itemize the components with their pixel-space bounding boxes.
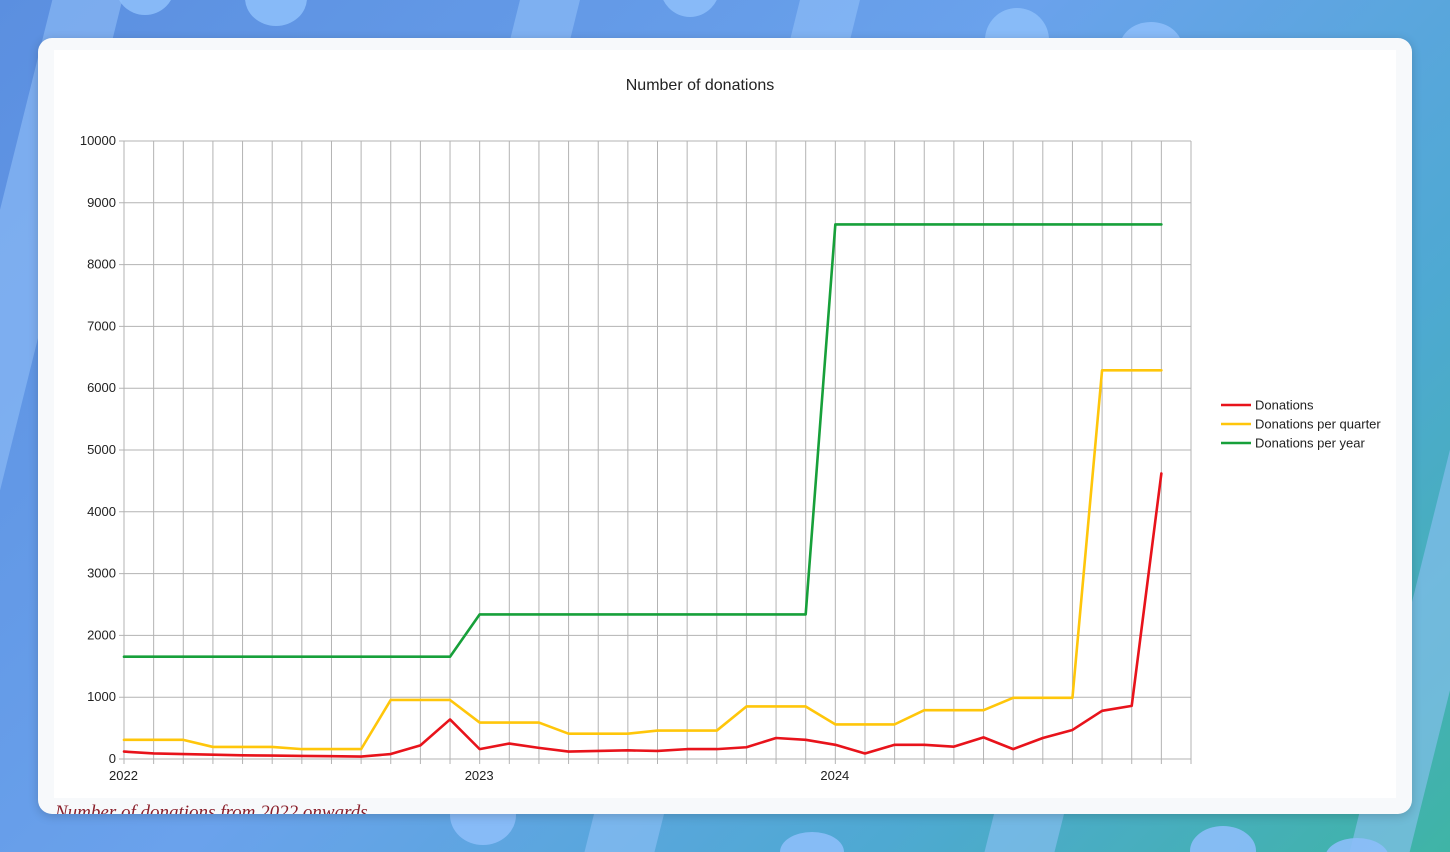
y-tick-label: 0 — [109, 751, 116, 766]
y-tick-label: 5000 — [87, 442, 116, 457]
chart-card: 0 1000 2000 3000 4000 5000 6000 7000 8000 9000 100… — [38, 38, 1412, 814]
legend-label-donations-per-year: Donations per year — [1255, 436, 1366, 451]
donations-line-chart: 0 1000 2000 3000 4000 5000 6000 7000 8000 9000 100… — [80, 77, 1382, 783]
background-bubble — [1190, 826, 1256, 852]
background-bubble — [245, 0, 307, 26]
y-tick-label: 8000 — [87, 257, 116, 272]
y-tick-label: 9000 — [87, 195, 116, 210]
series-line-donations — [122, 472, 1163, 758]
y-tick-label: 6000 — [87, 380, 116, 395]
legend-label-donations: Donations — [1255, 398, 1314, 413]
chart-series — [122, 223, 1163, 758]
background-bubble — [780, 832, 844, 852]
y-tick-label: 7000 — [87, 318, 116, 333]
chart-axes: 0 1000 2000 3000 4000 5000 6000 7000 8000 9000 100… — [80, 133, 1192, 783]
x-tick-label: 2024 — [820, 768, 849, 783]
series-line-donations-per-year — [122, 223, 1163, 659]
chart-title: Number of donations — [626, 77, 775, 94]
chart-canvas-background — [54, 50, 1396, 798]
y-tick-label: 3000 — [87, 566, 116, 581]
x-tick-label: 2023 — [465, 768, 494, 783]
y-tick-label: 4000 — [87, 504, 116, 519]
x-tick-label: 2022 — [109, 768, 138, 783]
y-tick-label: 2000 — [87, 627, 116, 642]
legend-label-donations-per-quarter: Donations per quarter — [1255, 417, 1381, 432]
figure-caption: Number of donations from 2022 onwards — [55, 802, 368, 814]
y-tick-label: 1000 — [87, 689, 116, 704]
chart-grid — [119, 140, 1192, 760]
background-bubble — [1325, 838, 1389, 852]
chart-legend: Donations Donations per quarter Donations … — [1221, 398, 1381, 451]
background-bubble — [115, 0, 175, 15]
background-bubble — [660, 0, 720, 17]
y-tick-label: 10000 — [80, 133, 116, 148]
series-line-donations-per-quarter — [122, 368, 1163, 751]
